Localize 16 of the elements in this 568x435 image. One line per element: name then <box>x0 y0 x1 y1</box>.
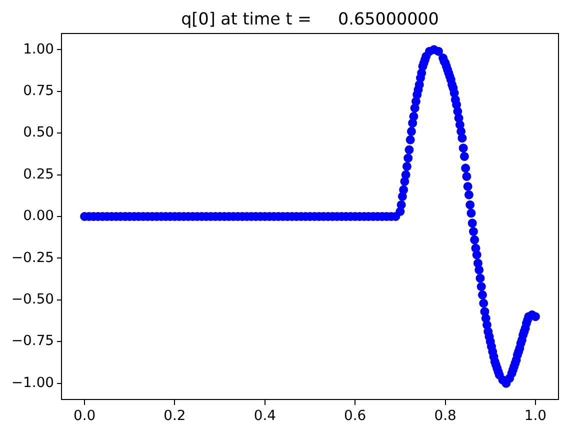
y-tick-label: 0.75 <box>23 82 54 99</box>
y-tick-label: −0.75 <box>11 333 54 350</box>
x-tick-label: 0.6 <box>344 408 366 424</box>
chart-title: q[0] at time t = 0.65000000 <box>181 8 439 28</box>
y-tick-label: −0.25 <box>11 250 54 266</box>
y-tick-label: 0.00 <box>23 208 54 224</box>
y-tick-label: −0.50 <box>11 292 54 308</box>
y-tick-label: 0.25 <box>23 166 54 182</box>
y-tick-label: −1.00 <box>11 374 54 391</box>
y-tick-label: 1.00 <box>23 41 54 58</box>
x-tick-label: 0.2 <box>164 408 186 424</box>
x-tick-label: 1.0 <box>524 408 546 424</box>
x-tick-label: 0.4 <box>254 408 276 424</box>
y-tick-label: 0.50 <box>23 124 54 141</box>
x-tick-label: 0.0 <box>74 408 96 424</box>
x-tick-label: 0.8 <box>434 408 456 424</box>
